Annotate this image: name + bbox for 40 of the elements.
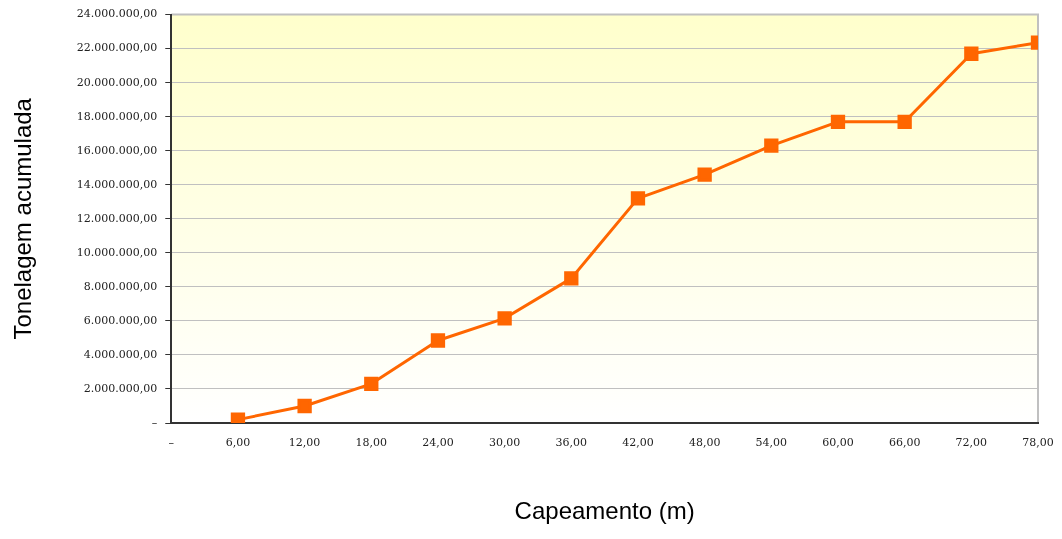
y-tick-label: 4.000.000,00	[83, 347, 158, 361]
x-tick-label: 54,00	[755, 436, 788, 450]
x-tick-label: –	[168, 436, 175, 450]
x-tick-label: 30,00	[488, 436, 521, 450]
point	[364, 376, 379, 392]
y-tick-label: 6.000.000,00	[83, 313, 158, 327]
y-tick-label: 12.000.000,00	[76, 211, 158, 225]
y-tick-label: 20.000.000,00	[76, 75, 158, 89]
point	[964, 46, 979, 61]
y-tick-label: –	[151, 415, 158, 429]
y-tick-label: 14.000.000,00	[76, 177, 158, 191]
y-tick-label: 10.000.000,00	[76, 245, 158, 259]
x-tick-label: 78,00	[1022, 436, 1054, 450]
x-tick-label: 42,00	[622, 436, 654, 450]
x-tick-label: 6,00	[225, 436, 251, 450]
x-axis-title: Capeamento (m)	[514, 497, 695, 525]
y-tick-label: 2.000.000,00	[83, 381, 158, 395]
x-tick-label: 66,00	[888, 436, 921, 450]
point	[297, 398, 312, 414]
x-tick-label: 12,00	[288, 436, 321, 450]
y-axis-title: Tonelagem acumulada	[9, 97, 37, 340]
x-tick-label: 24,00	[422, 436, 454, 450]
y-tick-label: 16.000.000,00	[76, 143, 158, 157]
y-tick-label: 18.000.000,00	[76, 109, 158, 123]
x-tick-label: 36,00	[555, 436, 588, 450]
x-tick-label: 60,00	[822, 436, 854, 450]
point	[497, 311, 512, 326]
point	[897, 114, 912, 129]
x-tick-label: 48,00	[688, 436, 721, 450]
y-tick-label: 22.000.000,00	[76, 41, 158, 55]
point	[697, 167, 712, 182]
x-tick-label: 18,00	[355, 436, 388, 450]
point	[764, 138, 779, 153]
point	[430, 333, 446, 348]
point	[630, 191, 646, 206]
x-tick-label: 72,00	[955, 436, 988, 450]
point	[564, 271, 579, 286]
point	[830, 114, 846, 129]
y-tick-label: 24.000.000,00	[76, 7, 158, 21]
y-tick-label: 8.000.000,00	[83, 279, 158, 293]
